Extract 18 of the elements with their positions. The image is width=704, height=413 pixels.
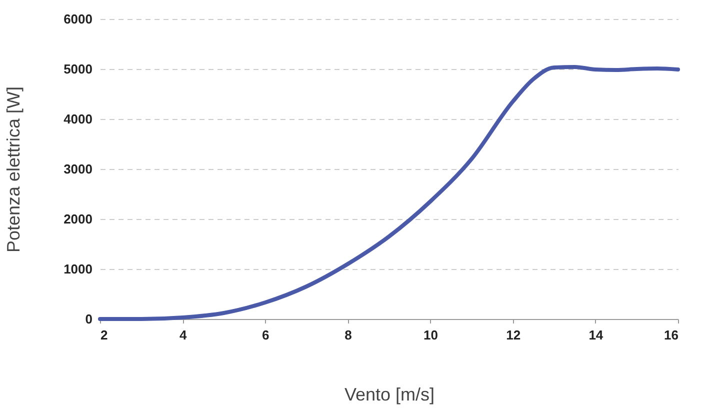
y-tick-label: 3000 <box>64 162 92 176</box>
line-series <box>98 65 680 321</box>
y-tick-label: 4000 <box>64 112 92 126</box>
x-tick-label: 12 <box>506 328 521 342</box>
y-tick-label: 2000 <box>64 212 92 226</box>
y-tick-label: 1000 <box>64 262 92 276</box>
y-tick-label: 6000 <box>64 12 92 26</box>
x-tick-label: 14 <box>588 328 604 342</box>
x-tick-label: 8 <box>344 328 352 342</box>
y-tick-label: 5000 <box>64 62 92 76</box>
y-tick-label: 0 <box>85 312 92 326</box>
x-tick-label: 2 <box>100 328 108 342</box>
x-tick-label: 4 <box>179 328 188 342</box>
x-tick-label: 10 <box>424 328 438 342</box>
y-axis-title: Potenza elettrica [W] <box>4 86 24 253</box>
x-tick-label: 16 <box>664 328 678 342</box>
x-axis-title: Vento [m/s] <box>344 384 435 404</box>
x-tick-label: 6 <box>262 328 270 342</box>
